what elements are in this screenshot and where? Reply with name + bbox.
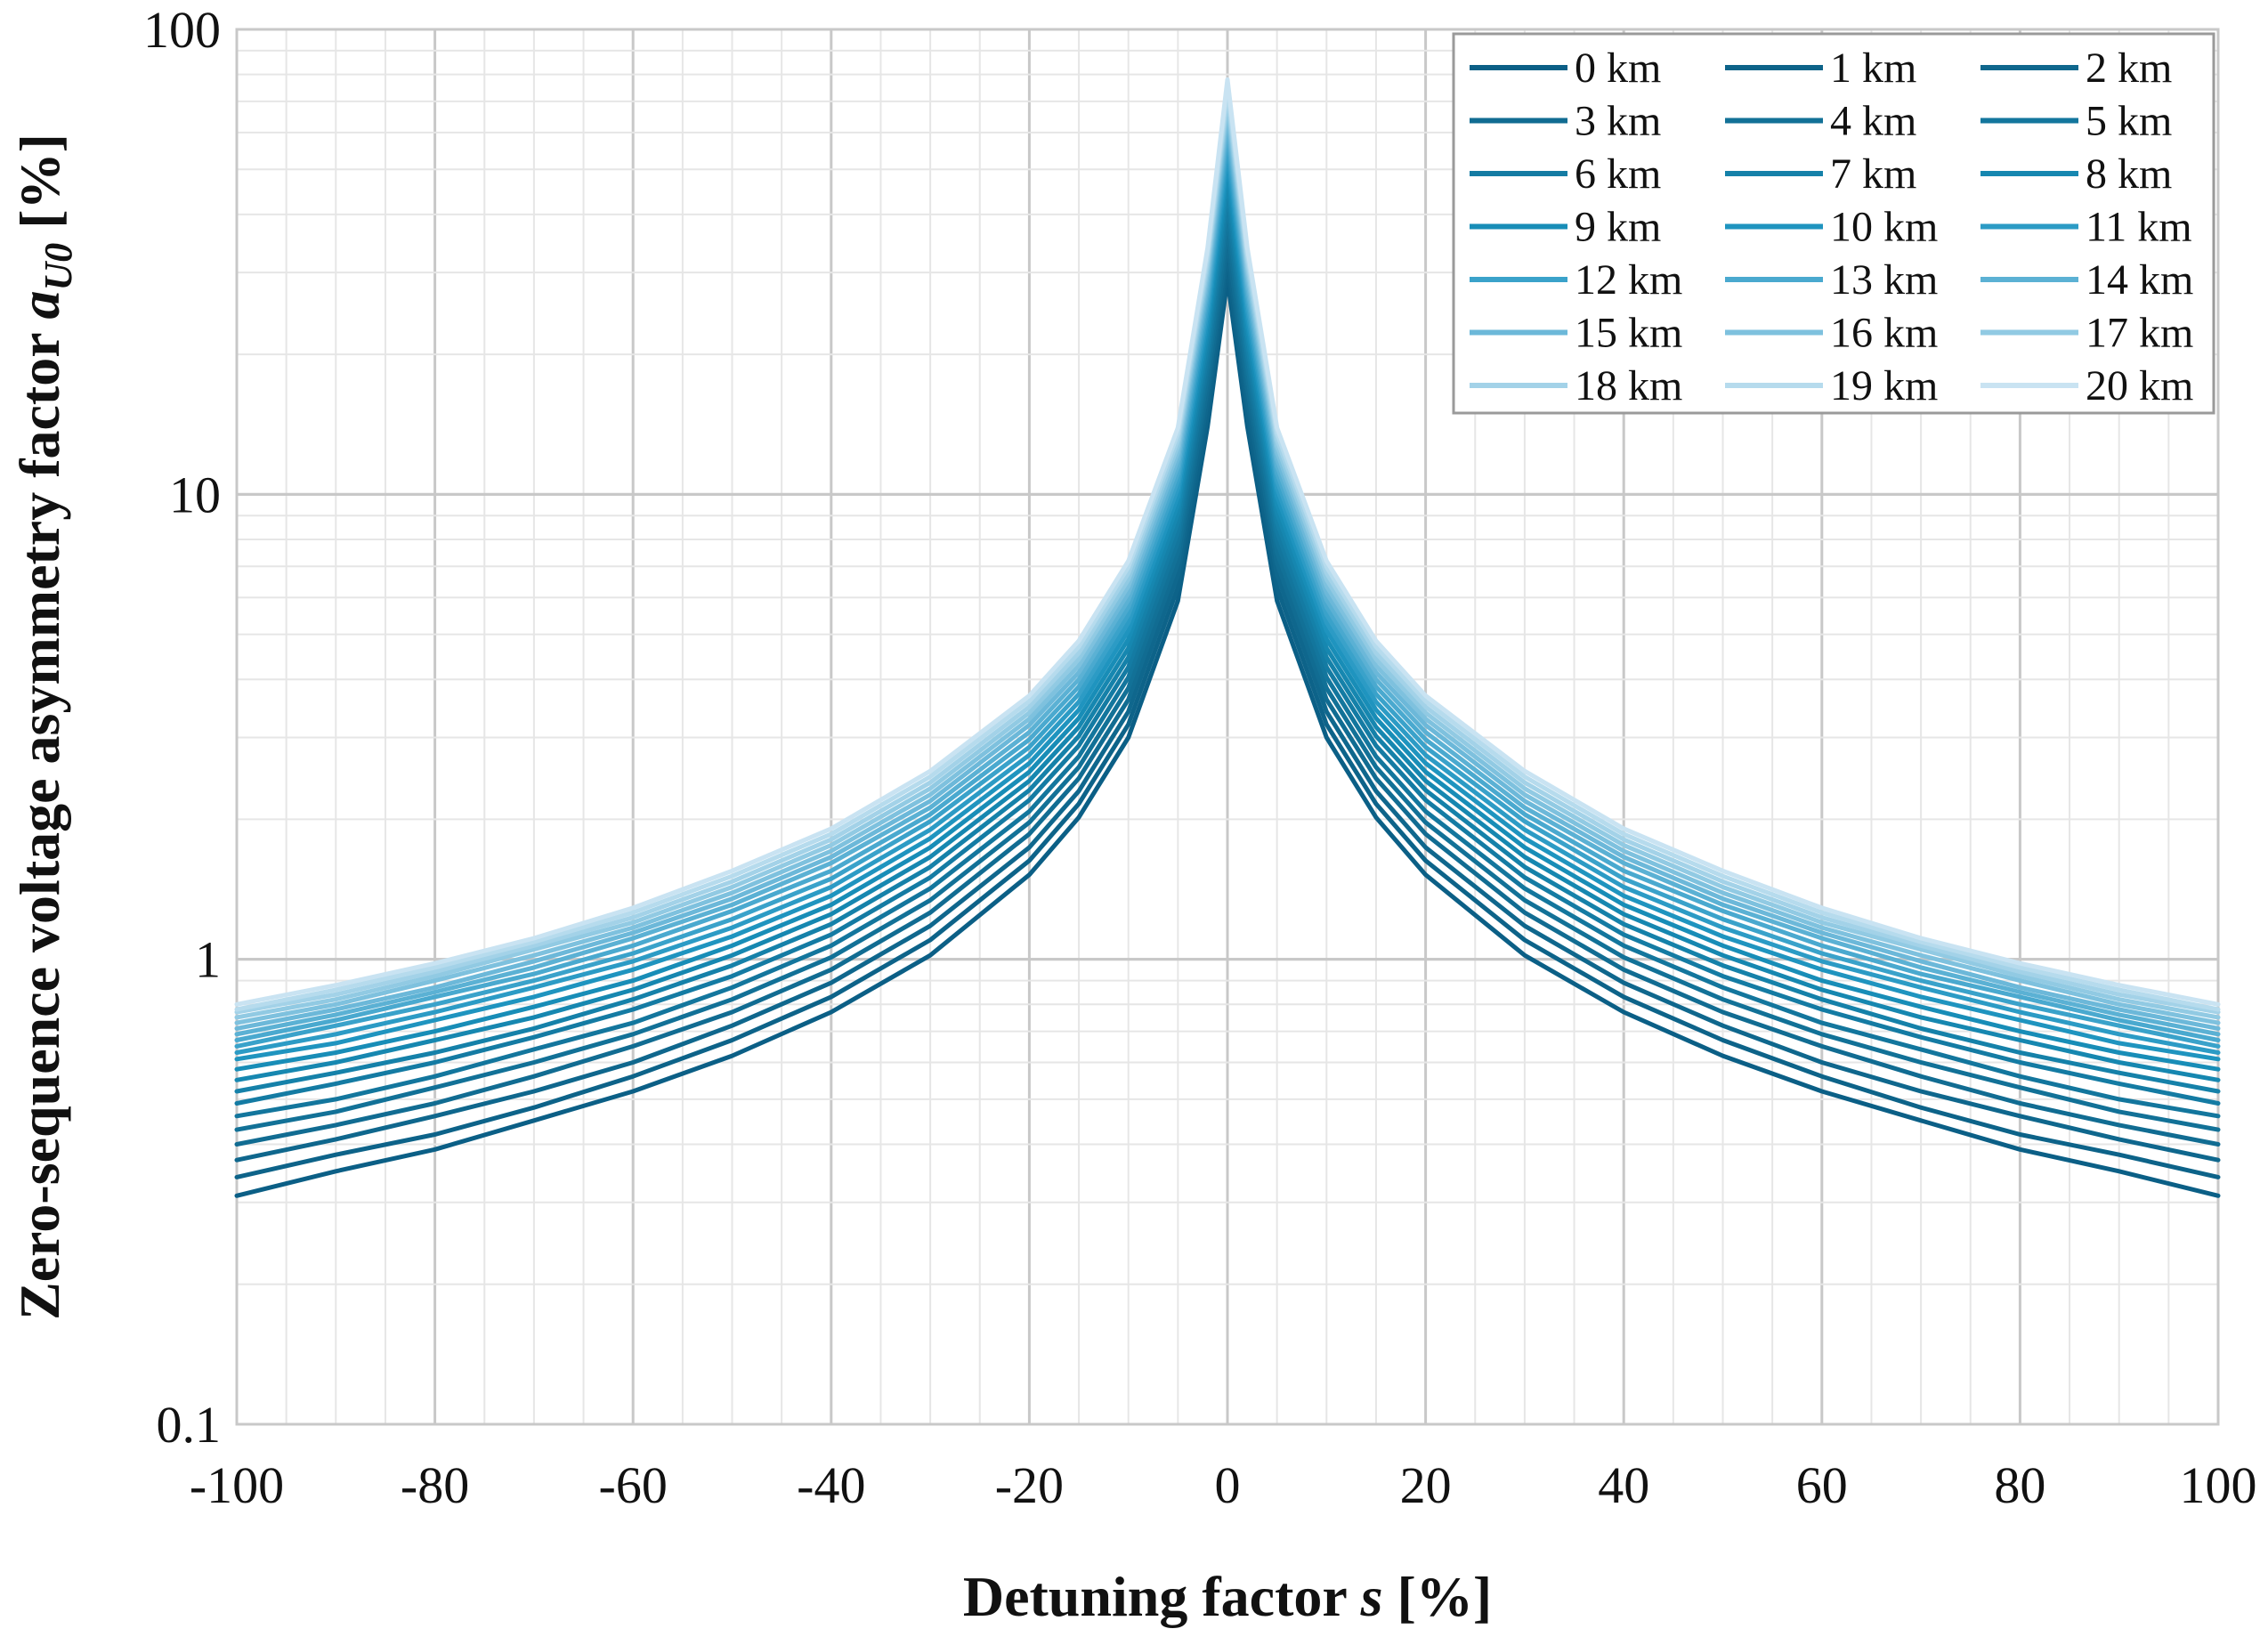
legend-item: 20 km bbox=[1980, 362, 2193, 409]
x-tick-label: 40 bbox=[1598, 1456, 1649, 1514]
x-tick-label: -80 bbox=[401, 1456, 469, 1514]
x-axis-title: Detuning factor s [%] bbox=[963, 1565, 1492, 1628]
legend-label: 13 km bbox=[1830, 256, 1938, 304]
x-tick-label: -60 bbox=[599, 1456, 668, 1514]
legend-label: 14 km bbox=[2086, 256, 2193, 304]
legend-item: 3 km bbox=[1470, 98, 1661, 145]
x-tick-label: 20 bbox=[1400, 1456, 1452, 1514]
legend-label: 3 km bbox=[1575, 98, 1661, 145]
legend-item: 18 km bbox=[1470, 362, 1682, 409]
legend-item: 11 km bbox=[1980, 204, 2192, 251]
y-axis-title-unit: [%] bbox=[8, 134, 71, 243]
x-tick-label: 0 bbox=[1215, 1456, 1241, 1514]
legend-item: 8 km bbox=[1980, 150, 2172, 198]
legend-label: 11 km bbox=[2086, 204, 2192, 251]
legend-box bbox=[1452, 32, 2215, 415]
legend-item: 16 km bbox=[1725, 310, 1938, 357]
legend-item: 7 km bbox=[1725, 150, 1916, 198]
x-axis-title-prefix: Detuning factor bbox=[963, 1565, 1361, 1628]
x-tick-label: 80 bbox=[1994, 1456, 2045, 1514]
legend-label: 10 km bbox=[1830, 204, 1938, 251]
legend-item: 15 km bbox=[1470, 310, 1682, 357]
legend-item: 9 km bbox=[1470, 204, 1661, 251]
y-axis-title-prefix: Zero-sequence voltage asymmetry factor bbox=[8, 320, 71, 1320]
legend-item: 0 km bbox=[1470, 45, 1661, 92]
legend: 0 km 1 km 2 km 3 km 4 km 5 km 6 km 7 km 8 km 9 km… bbox=[1452, 32, 2215, 415]
legend-item: 10 km bbox=[1725, 204, 1938, 251]
legend-label: 9 km bbox=[1575, 204, 1661, 251]
legend-label: 8 km bbox=[2086, 150, 2172, 198]
legend-label: 4 km bbox=[1830, 98, 1916, 145]
legend-label: 18 km bbox=[1575, 362, 1682, 409]
legend-item: 12 km bbox=[1470, 256, 1682, 304]
y-tick-label: 10 bbox=[169, 466, 221, 523]
y-axis-title: Zero-sequence voltage asymmetry factor a… bbox=[8, 134, 80, 1320]
legend-item: 5 km bbox=[1980, 98, 2172, 145]
legend-label: 0 km bbox=[1575, 45, 1661, 92]
legend-label: 17 km bbox=[2086, 310, 2193, 357]
legend-label: 7 km bbox=[1830, 150, 1916, 198]
legend-label: 5 km bbox=[2086, 98, 2172, 145]
legend-label: 6 km bbox=[1575, 150, 1661, 198]
y-tick-label: 1 bbox=[195, 931, 221, 989]
x-tick-label: -40 bbox=[797, 1456, 865, 1514]
y-tick-label: 0.1 bbox=[157, 1396, 222, 1454]
x-axis-title-variable: s bbox=[1360, 1565, 1383, 1628]
legend-label: 2 km bbox=[2086, 45, 2172, 92]
legend-label: 16 km bbox=[1830, 310, 1938, 357]
legend-label: 20 km bbox=[2086, 362, 2193, 409]
legend-item: 6 km bbox=[1470, 150, 1661, 198]
legend-item: 1 km bbox=[1725, 45, 1916, 92]
legend-label: 12 km bbox=[1575, 256, 1682, 304]
x-tick-label: 60 bbox=[1796, 1456, 1848, 1514]
legend-item: 19 km bbox=[1725, 362, 1938, 409]
legend-item: 2 km bbox=[1980, 45, 2172, 92]
legend-item: 4 km bbox=[1725, 98, 1916, 145]
legend-item: 13 km bbox=[1725, 256, 1938, 304]
x-axis-title-unit: [%] bbox=[1383, 1565, 1493, 1628]
plot-area-border bbox=[235, 28, 2220, 1426]
legend-item: 14 km bbox=[1980, 256, 2193, 304]
legend-label: 19 km bbox=[1830, 362, 1938, 409]
y-axis-title-variable: a bbox=[8, 291, 71, 320]
legend-label: 1 km bbox=[1830, 45, 1916, 92]
series-line-20-km bbox=[234, 77, 2221, 1007]
legend-label: 15 km bbox=[1575, 310, 1682, 357]
x-tick-label: -100 bbox=[190, 1456, 284, 1514]
legend-item: 17 km bbox=[1980, 310, 2193, 357]
y-axis-title-subscript: U0 bbox=[36, 243, 80, 291]
y-tick-label: 100 bbox=[143, 1, 221, 59]
x-tick-label: 100 bbox=[2180, 1456, 2257, 1514]
tick-labels: -100 -80 -60 -40 -20 0 20 40 60 80 100 0.1 1 10 100 bbox=[143, 1, 2257, 1514]
x-tick-label: -20 bbox=[995, 1456, 1064, 1514]
series-lines bbox=[234, 77, 2221, 1198]
